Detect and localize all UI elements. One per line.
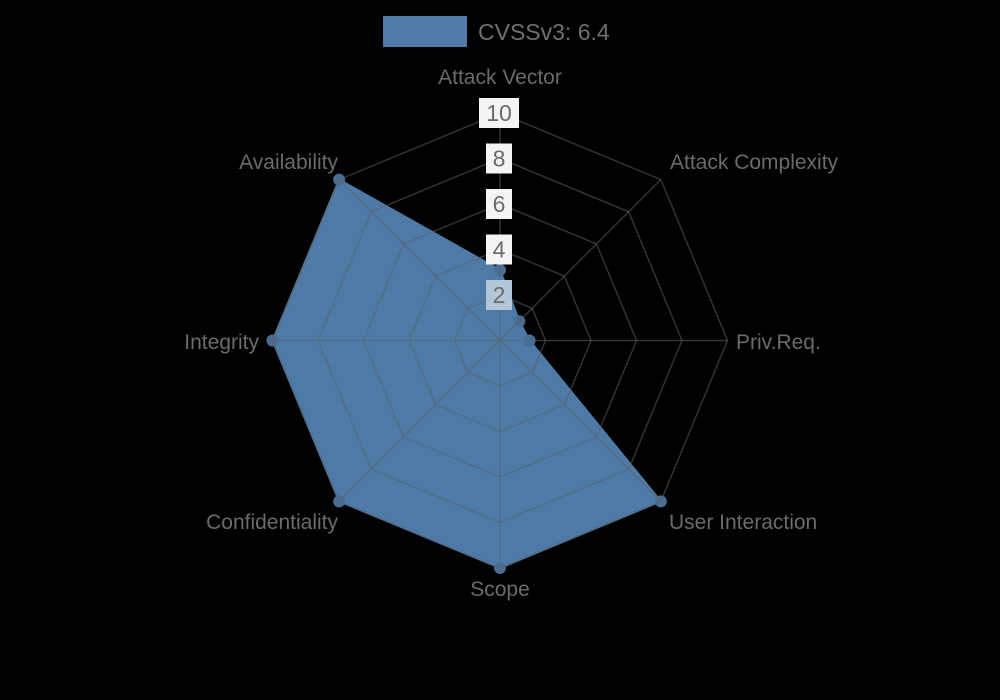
- axis-label-scope: Scope: [470, 578, 530, 601]
- chart-area: 2 4 6 8 10 Attack Vector Attack Complexity Priv…: [184, 66, 838, 601]
- axis-label-integrity: Integrity: [184, 331, 259, 354]
- grid-spoke: [338, 340, 501, 502]
- axis-label-attack-complexity: Attack Complexity: [670, 151, 839, 174]
- tick-label-box: [479, 98, 519, 128]
- axis-label-priv-req: Priv.Req.: [736, 331, 821, 354]
- grid-spoke: [338, 179, 501, 341]
- axis-label-attack-vector: Attack Vector: [438, 66, 562, 89]
- tick-label-box: [486, 143, 512, 174]
- grid-spoke: [499, 179, 662, 341]
- tick-label: 2: [493, 282, 506, 308]
- tick-label: 6: [493, 191, 506, 217]
- legend-label: CVSSv3: 6.4: [478, 19, 610, 45]
- grid-spoke: [499, 340, 662, 502]
- tick-label: 10: [486, 100, 512, 126]
- axis-label-availability: Availability: [239, 151, 338, 174]
- legend: CVSSv3: 6.4: [383, 16, 610, 47]
- axis-label-user-interaction: User Interaction: [669, 511, 817, 534]
- tick-label-box: [486, 280, 512, 310]
- tick-label: 4: [493, 237, 506, 263]
- axis-label-confidentiality: Confidentiality: [206, 511, 338, 534]
- legend-swatch: [383, 16, 467, 47]
- tick-label-box: [486, 234, 512, 265]
- tick-label: 8: [493, 146, 506, 172]
- tick-label-box: [486, 189, 512, 219]
